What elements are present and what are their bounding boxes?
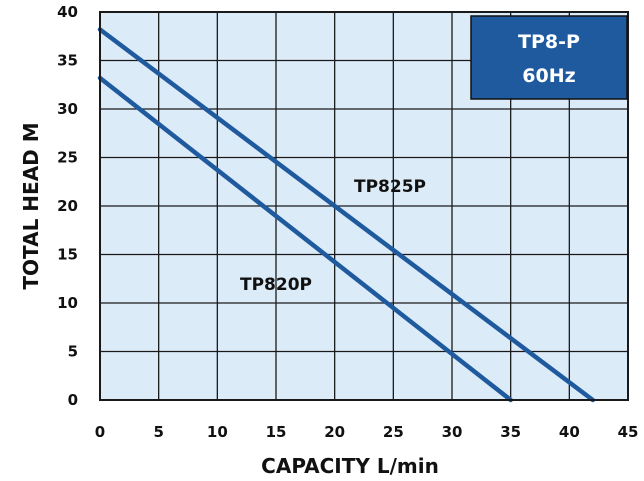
series-line-tp825p [97,27,596,403]
series-label-tp825p: TP825P [354,177,426,197]
x-tick-label: 15 [266,423,287,441]
title-box: TP8-P 60Hz [470,15,628,100]
series-line-tp820p [97,75,513,403]
chart-title: TP8-P [518,31,580,53]
y-tick-label: 15 [57,246,78,264]
y-tick-label: 5 [68,343,78,361]
x-tick-label: 10 [207,423,228,441]
y-tick-label: 0 [68,391,78,409]
x-axis-title: CAPACITY L/min [261,454,439,478]
x-tick-label: 0 [95,423,105,441]
x-tick-label: 40 [559,423,580,441]
x-tick-label: 5 [153,423,163,441]
x-tick-label: 30 [442,423,463,441]
y-tick-label: 10 [57,294,78,312]
x-tick-labels: 0 5 10 15 20 25 30 35 40 45 [95,423,639,441]
title-box-background [470,15,628,100]
x-tick-label: 35 [500,423,521,441]
series-label-tp820p: TP820P [240,275,312,295]
x-tick-label: 20 [324,423,345,441]
series-lines [97,27,596,403]
y-tick-label: 40 [57,3,78,21]
chart-subtitle: 60Hz [522,65,575,87]
x-tick-label: 45 [618,423,639,441]
y-tick-label: 20 [57,197,78,215]
x-tick-label: 25 [383,423,404,441]
plot-frame [99,11,629,401]
y-tick-label: 30 [57,100,78,118]
y-tick-labels: 0 5 10 15 20 25 30 35 40 [57,3,78,409]
y-tick-label: 35 [57,52,78,70]
y-tick-label: 25 [57,149,78,167]
y-axis-title: TOTAL HEAD M [19,122,43,289]
